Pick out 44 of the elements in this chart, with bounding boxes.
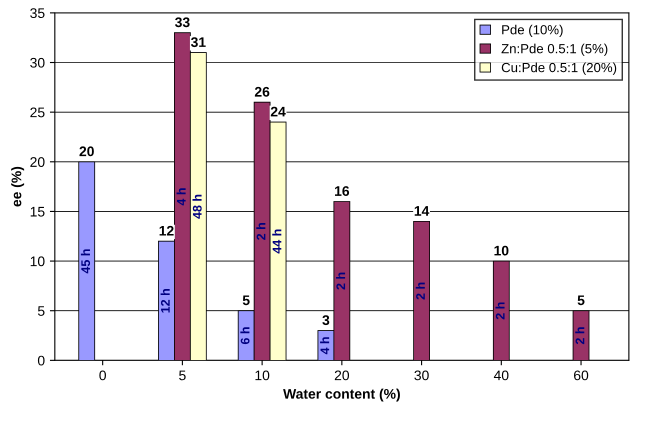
annotation: 4 h	[176, 188, 186, 206]
annotation: 4 h	[320, 337, 330, 354]
y-tick-label: 20	[30, 157, 45, 167]
y-tick-label: 10	[30, 256, 45, 266]
annotation: 12 h	[160, 289, 170, 313]
data-label: 5	[242, 296, 250, 306]
data-label: 14	[414, 206, 430, 216]
x-tick-label: 0	[99, 370, 106, 380]
data-label: 5	[578, 296, 585, 306]
annotation: 45 h	[80, 249, 90, 274]
legend-label: Pde (10%)	[502, 24, 563, 38]
data-label: 12	[160, 226, 174, 236]
x-tick-label: 20	[334, 370, 350, 380]
data-label: 20	[79, 146, 94, 156]
annotation: 2 h	[495, 302, 505, 320]
data-label: 10	[494, 246, 508, 256]
annotation: 2 h	[416, 282, 425, 300]
legend-label: Cu:Pde 0.5:1 (20%)	[502, 62, 616, 75]
data-label: 16	[335, 186, 350, 196]
y-tick-label: 0	[38, 356, 45, 366]
data-label: 31	[190, 37, 206, 48]
legend-label: Zn:Pde 0.5:1 (5%)	[502, 44, 608, 56]
data-label: 26	[254, 86, 270, 97]
y-tick-label: 25	[30, 107, 45, 118]
y-tick-label: 35	[30, 8, 45, 18]
y-tick-label: 30	[30, 58, 45, 68]
annotation: 2 h	[575, 327, 584, 344]
y-axis-title: ee (%)	[11, 166, 24, 207]
annotation: 6 h	[240, 327, 250, 344]
annotation: 48 h	[192, 194, 202, 219]
y-tick-label: 5	[38, 306, 45, 316]
data-label: 3	[322, 315, 330, 326]
annotation: 44 h	[272, 229, 282, 254]
data-label: 33	[174, 17, 190, 28]
x-tick-label: 40	[494, 370, 508, 380]
x-tick-label: 10	[255, 370, 270, 380]
data-label: 24	[270, 106, 286, 116]
y-tick-label: 15	[30, 206, 45, 217]
annotation: 2 h	[336, 272, 346, 290]
x-tick-label: 60	[574, 370, 588, 380]
x-tick-label: 30	[414, 370, 429, 380]
x-axis-title: Water content (%)	[283, 388, 400, 402]
x-tick-label: 5	[179, 370, 186, 380]
annotation: 2 h	[256, 223, 266, 240]
